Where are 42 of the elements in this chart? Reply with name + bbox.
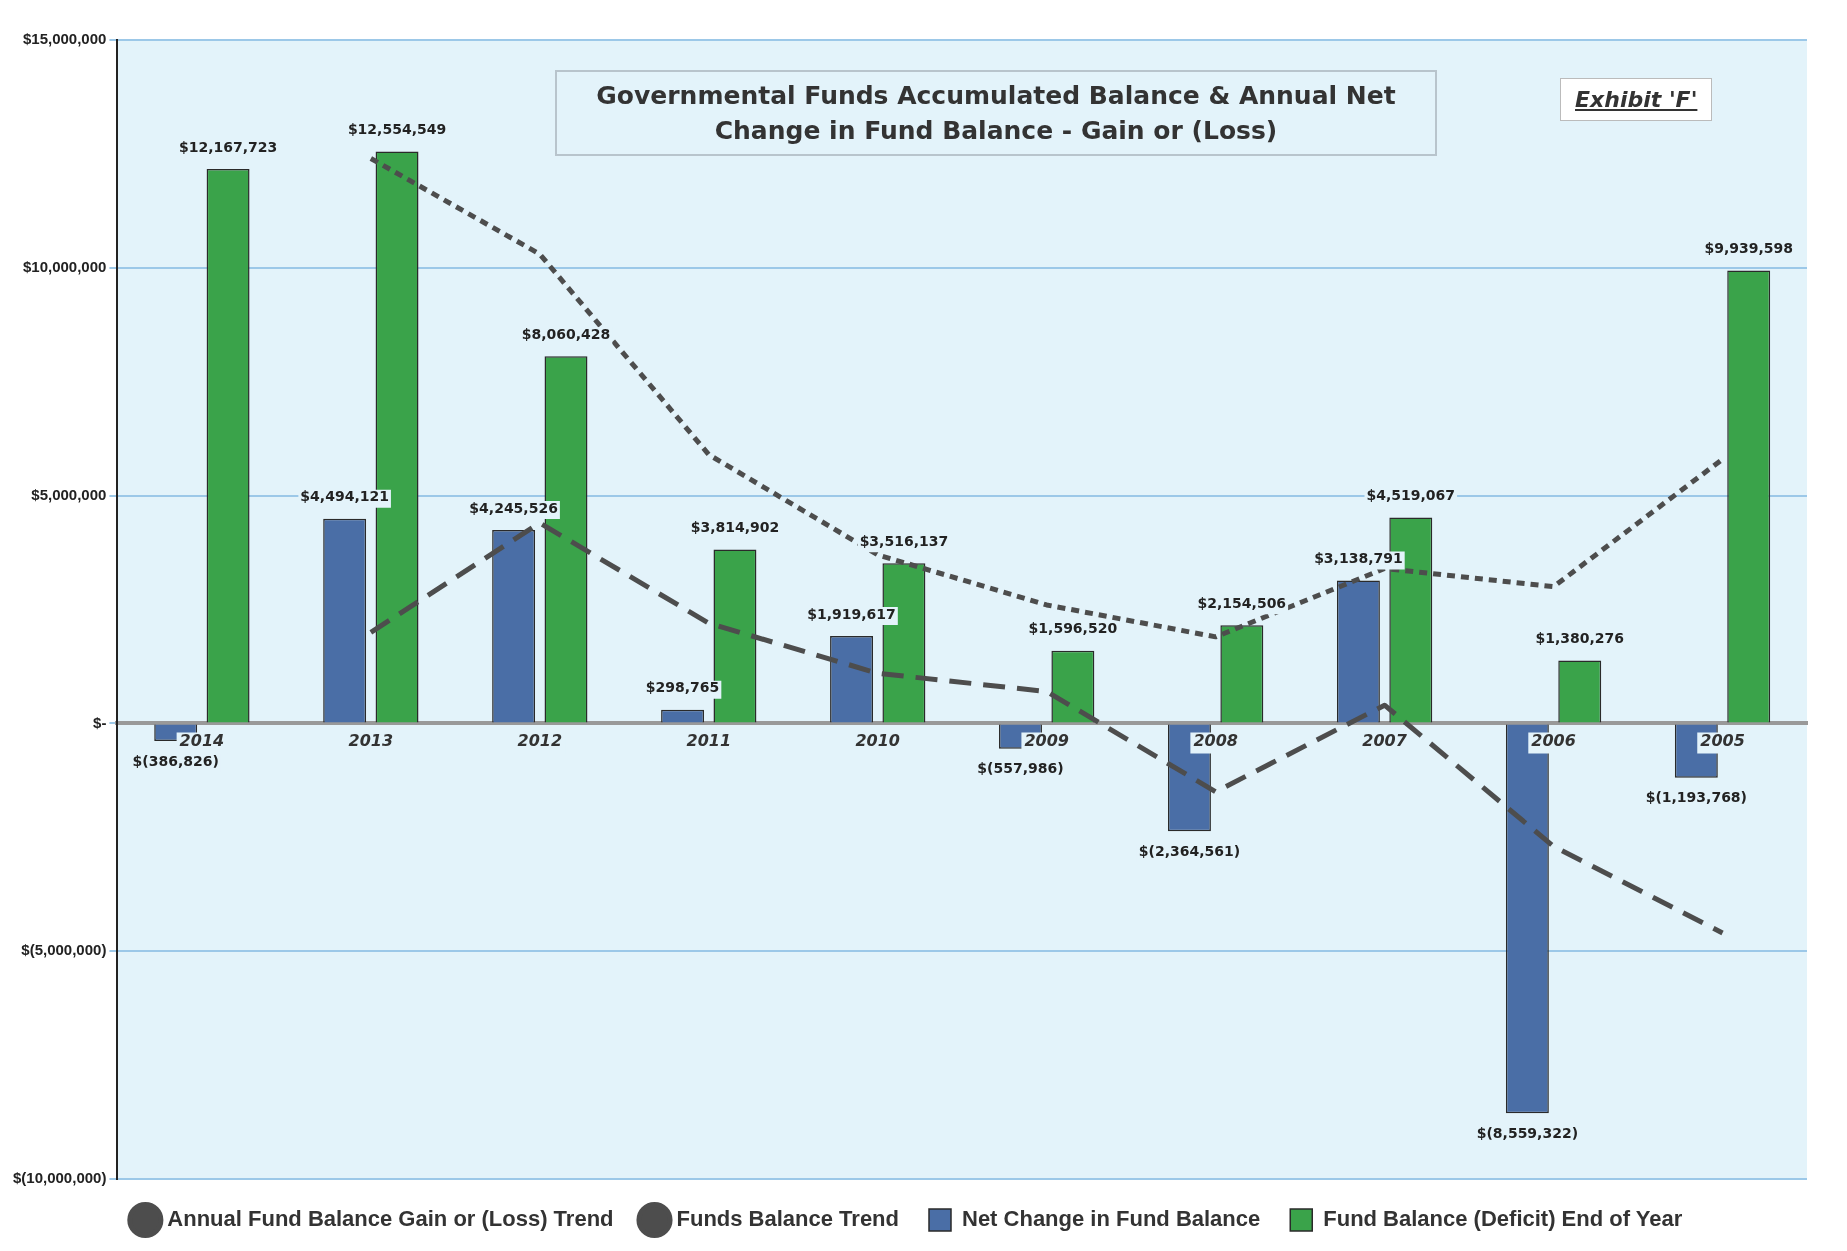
data-label: $4,519,067	[1366, 487, 1456, 504]
data-label: $3,138,791	[1314, 550, 1403, 567]
y-tick-label: $10,000,000	[22, 257, 107, 275]
data-label: $(2,364,561)	[1138, 842, 1241, 859]
data-label: $1,919,617	[807, 605, 896, 622]
y-tick-label: $5,000,000	[31, 485, 107, 503]
data-label: $(386,826)	[132, 752, 219, 769]
data-label: $(1,193,768)	[1645, 789, 1748, 806]
x-tick-label: 2012	[517, 730, 563, 750]
y-tick-label: $(10,000,000)	[13, 1169, 107, 1187]
data-label: $1,596,520	[1028, 620, 1118, 637]
data-label: $298,765	[645, 679, 720, 696]
x-tick-label: 2013	[348, 730, 394, 750]
y-tick-label: $(5,000,000)	[21, 941, 107, 959]
x-tick-label: 2007	[1362, 730, 1408, 750]
data-label: $4,494,121	[300, 488, 389, 505]
data-label: $3,814,902	[690, 519, 780, 536]
x-tick-label: 2014	[179, 730, 225, 750]
x-tick-label: 2006	[1531, 730, 1576, 750]
x-tick-label: 2005	[1700, 730, 1745, 750]
annotation: Exhibit 'F'	[1560, 78, 1713, 121]
legend-label: Annual Fund Balance Gain or (Loss) Trend	[167, 1206, 614, 1232]
text: Governmental Funds Accumulated Balance & Annual Net Change in Fund Balance - Gain or (Loss)	[555, 70, 1437, 156]
data-label: $12,554,549	[347, 121, 447, 138]
data-label: $3,516,137	[859, 532, 949, 549]
data-label: $2,154,506	[1197, 594, 1287, 611]
data-label: $(557,986)	[977, 760, 1064, 777]
data-label: $4,245,526	[469, 499, 558, 516]
data-label: $(8,559,322)	[1476, 1125, 1579, 1141]
x-tick-label: 2009	[1024, 730, 1069, 750]
legend-label: Fund Balance (Deficit) End of Year	[1323, 1206, 1683, 1232]
legend-label: Funds Balance Trend	[676, 1206, 900, 1232]
y-tick-label: $-	[93, 713, 107, 731]
data-label: $1,380,276	[1535, 630, 1625, 647]
data-label: $9,939,598	[1704, 240, 1793, 257]
data-label: $8,060,428	[521, 325, 611, 342]
y-tick-label: $15,000,000	[22, 30, 107, 48]
legend-label: Net Change in Fund Balance	[962, 1206, 1261, 1232]
x-tick-label: 2008	[1193, 730, 1238, 750]
x-tick-label: 2010	[855, 730, 900, 750]
data-label: $12,167,723	[178, 138, 278, 155]
x-tick-label: 2011	[686, 730, 732, 750]
